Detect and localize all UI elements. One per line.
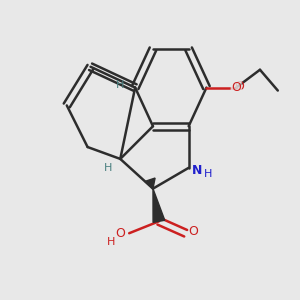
Text: H: H [204,169,212,179]
Text: H: H [104,163,112,173]
Polygon shape [145,178,155,189]
Text: O: O [231,81,241,94]
Text: O: O [234,80,244,93]
Text: O: O [115,227,125,240]
Text: O: O [188,225,198,238]
Text: N: N [192,164,203,177]
Text: H: H [107,237,116,247]
Polygon shape [153,189,165,222]
Text: H: H [116,80,124,90]
